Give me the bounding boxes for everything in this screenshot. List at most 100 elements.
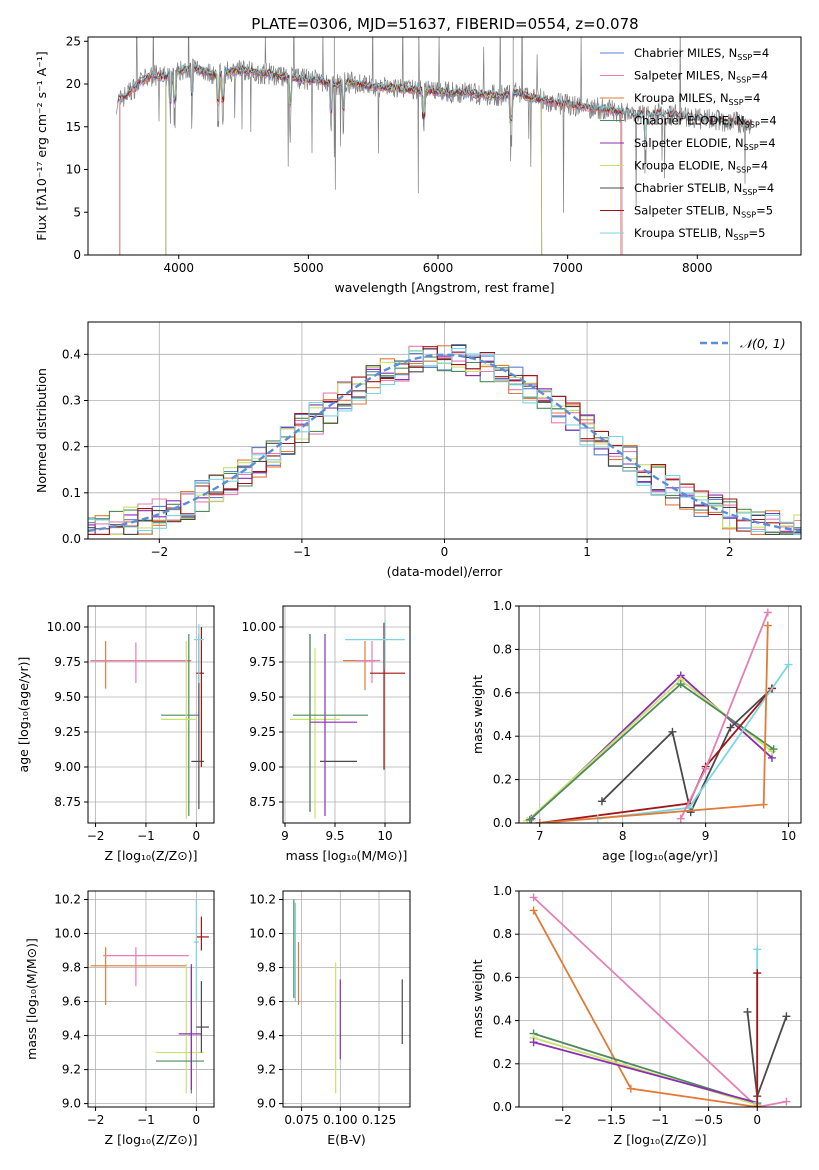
series-kroupa-elodie <box>526 678 773 822</box>
spectrum-ytick-label: 15 <box>66 120 81 134</box>
spectrum-ytick-label: 0 <box>73 248 81 262</box>
series-kroupa-elodie <box>533 1037 758 1106</box>
series-kroupa-miles <box>532 909 758 1107</box>
mass_weight_vs_age-xtick-label: 7 <box>536 829 544 843</box>
mass_vs_EBV-ytick-label: 9.0 <box>257 1097 276 1111</box>
histogram-salpeter-miles <box>88 345 801 535</box>
marker-plus <box>529 906 538 915</box>
data-layer <box>88 37 801 1107</box>
spectrum-title: PLATE=0306, MJD=51637, FIBERID=0554, z=0… <box>251 15 638 33</box>
age_vs_Z-frame <box>87 605 215 824</box>
residuals-ytick-label: 0.2 <box>62 440 81 454</box>
series-chabrier-stelib <box>746 1011 788 1097</box>
age_vs_Z-ytick-label: 9.00 <box>54 760 81 774</box>
age_vs_mass-frame <box>282 605 411 824</box>
legend-entry: Salpeter ELODIE, NSSP=4 <box>634 136 776 152</box>
mass_weight_vs_age-frame <box>518 605 802 824</box>
residuals-plot <box>88 343 801 535</box>
legend-entry: Chabrier MILES, NSSP=4 <box>634 46 769 62</box>
residuals-ytick-label: 0.4 <box>62 347 81 361</box>
marker-plus <box>701 764 710 773</box>
series-salpeter-elodie <box>530 674 773 820</box>
model-kroupa-stelib <box>117 62 752 141</box>
mass_vs_EBV-ytick-label: 10.0 <box>249 927 276 941</box>
text-layer: 4000 5000 6000 7000 80000510152025wavelength… <box>16 34 796 1147</box>
mass_vs_EBV-plot <box>293 899 403 1094</box>
marker-plus <box>597 797 606 806</box>
age_vs_Z-ytick-label: 10.00 <box>47 620 81 634</box>
mass_vs_EBV-xtick-label: 0.125 <box>362 1113 396 1127</box>
series-salpeter-elodie <box>533 1041 758 1104</box>
mass_vs_EBV-xtick-label: 0.100 <box>323 1113 357 1127</box>
marker-plus <box>529 1038 538 1047</box>
mass_weight_vs_age-xtick-label: 10 <box>781 829 796 843</box>
legend-entry: 𝒩(0, 1) <box>740 336 786 351</box>
series-chabrier-stelib <box>601 687 773 815</box>
mass_weight_vs_Z-ylabel: mass weight <box>470 959 485 1038</box>
mass_vs_Z-xtick-label: −2 <box>87 1113 105 1127</box>
mass_vs_EBV-xlabel: E(B-V) <box>327 1132 366 1147</box>
age_vs_mass-ytick-label: 9.00 <box>249 760 276 774</box>
mass_weight_vs_Z-xtick-label: −2 <box>554 1113 572 1127</box>
marker-plus <box>626 1084 635 1093</box>
mass_weight_vs_Z-ytick-label: 0.0 <box>493 1100 512 1114</box>
age_vs_mass-xtick-label: 10 <box>377 829 392 843</box>
mass_weight_vs_age-xlabel: age [log₁₀(age/yr)] <box>602 848 718 863</box>
marker-plus <box>676 680 685 689</box>
mass_vs_Z-ytick-label: 9.2 <box>62 1063 81 1077</box>
spectrum-ytick-label: 25 <box>66 34 81 48</box>
mass_weight_vs_age-ytick-label: 0.6 <box>493 686 512 700</box>
mass_weight_vs_age-ylabel: mass weight <box>470 675 485 754</box>
age_vs_Z-xtick-label: −1 <box>137 829 155 843</box>
residuals-xtick-label: −1 <box>293 545 311 559</box>
marker-plus <box>525 815 534 823</box>
age_vs_Z-plot <box>90 624 204 819</box>
age_vs_mass-ytick-label: 9.75 <box>249 655 276 669</box>
mass_vs_Z-ylabel: mass [log₁₀(M/M⊙)] <box>24 938 39 1060</box>
mass_vs_Z-xlabel: Z [log₁₀(Z/Z⊙)] <box>105 1132 198 1147</box>
model-chabrier-miles <box>119 66 623 255</box>
residuals-xtick-label: 1 <box>583 545 591 559</box>
spectrum-xtick-label: 4000 <box>163 261 194 275</box>
marker-plus <box>763 621 772 630</box>
spectrum-xtick-label: 6000 <box>423 261 454 275</box>
marker-plus <box>759 800 768 809</box>
marker-plus <box>782 1012 791 1021</box>
gaussian-curve <box>88 353 801 533</box>
mass_weight_vs_age-plot <box>523 608 793 823</box>
spectrum-ytick-label: 5 <box>73 205 81 219</box>
spectrum-ytick-label: 10 <box>66 163 81 177</box>
mass_vs_Z-plot <box>90 899 209 1094</box>
age_vs_Z-ytick-label: 9.50 <box>54 690 81 704</box>
age_vs_Z-ytick-label: 9.25 <box>54 725 81 739</box>
residuals-ylabel: Normed distribution <box>34 368 49 493</box>
mass_weight_vs_Z-plot <box>529 893 791 1107</box>
residuals-ytick-label: 0.1 <box>62 486 81 500</box>
age_vs_Z-xlabel: Z [log₁₀(Z/Z⊙)] <box>105 848 198 863</box>
marker-plus <box>743 1007 752 1016</box>
legend-entry: Kroupa ELODIE, NSSP=4 <box>634 159 768 175</box>
mass_vs_Z-frame <box>87 890 215 1108</box>
mass_vs_Z-ytick-label: 10.2 <box>54 893 81 907</box>
marker-plus <box>753 1103 762 1107</box>
mass_weight_vs_age-ytick-label: 0.4 <box>493 729 512 743</box>
marker-plus <box>769 745 778 754</box>
residuals-xtick-label: 2 <box>726 545 734 559</box>
mass_weight_vs_Z-ytick-label: 0.2 <box>493 1057 512 1071</box>
legend-entry: Kroupa STELIB, NSSP=5 <box>634 226 765 242</box>
mass_vs_Z-ytick-label: 9.4 <box>62 1029 81 1043</box>
mass_weight_vs_age-xtick-label: 8 <box>619 829 627 843</box>
spectrum-plot <box>116 37 753 255</box>
marker-plus <box>529 893 538 902</box>
spectrum-xtick-label: 8000 <box>682 261 713 275</box>
series-salpeter-miles <box>532 896 787 1107</box>
age_vs_Z-ylabel: age [log₁₀(age/yr)] <box>16 657 31 773</box>
age_vs_mass-ytick-label: 8.75 <box>249 795 276 809</box>
mass_weight_vs_Z-xtick-label: −0.5 <box>694 1113 723 1127</box>
mass_vs_EBV-ytick-label: 9.6 <box>257 995 276 1009</box>
age_vs_mass-xlabel: mass [log₁₀(M/M⊙)] <box>286 848 408 863</box>
mass_vs_Z-xtick-label: −1 <box>137 1113 155 1127</box>
legend-entry: Kroupa MILES, NSSP=4 <box>634 91 760 107</box>
mass_weight_vs_Z-xtick-label: −1.5 <box>597 1113 626 1127</box>
spectrum-xlabel: wavelength [Angstrom, rest frame] <box>334 280 554 295</box>
